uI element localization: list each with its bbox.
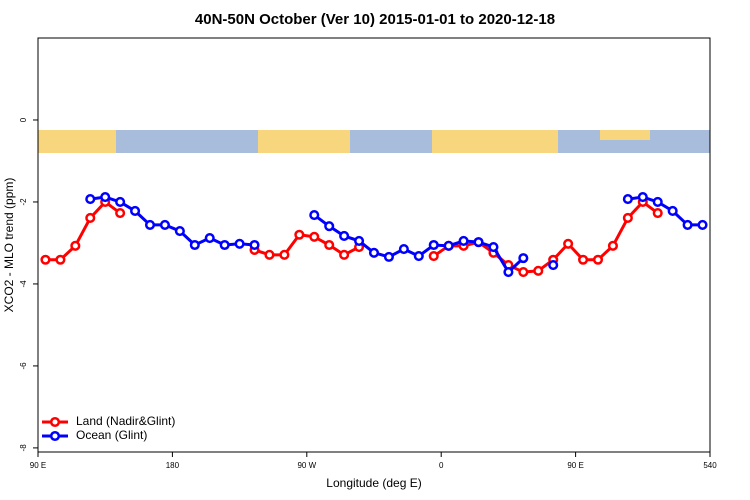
point [234, 238, 245, 249]
point [130, 205, 141, 217]
point [458, 235, 469, 246]
y-tick-label: 0 [19, 117, 28, 122]
x-tick-label: 0 [439, 461, 444, 470]
point [204, 232, 215, 244]
point [443, 240, 454, 251]
point [294, 229, 305, 240]
point [518, 267, 529, 278]
series-line [432, 199, 659, 274]
x-tick-label: 180 [166, 461, 180, 470]
point [697, 219, 708, 230]
point [622, 194, 633, 205]
y-axis-label: XCO2 - MLO trend (ppm) [2, 178, 16, 313]
point [548, 260, 559, 271]
point [249, 239, 260, 251]
point [100, 191, 111, 203]
point [428, 239, 439, 251]
point [383, 251, 394, 262]
x-axis-label: Longitude (deg E) [326, 476, 421, 490]
legend-label: Land (Nadir&Glint) [76, 414, 175, 428]
point [309, 210, 320, 221]
point [85, 194, 96, 205]
point [652, 196, 663, 208]
point [144, 219, 156, 230]
point [309, 231, 320, 242]
x-tick-label: 540 [703, 461, 717, 470]
point [324, 221, 335, 232]
point [637, 191, 648, 203]
point [518, 253, 529, 264]
point [70, 240, 81, 251]
point [682, 219, 693, 230]
plot-frame [37, 37, 711, 453]
point [339, 249, 350, 260]
point [279, 249, 290, 260]
x-tick-label: 90 E [30, 461, 46, 470]
point [324, 239, 335, 251]
point [533, 265, 544, 276]
point [40, 254, 51, 265]
y-tick-label: -6 [19, 362, 28, 370]
point [115, 196, 126, 208]
point [563, 238, 574, 249]
point [174, 226, 185, 237]
point [488, 241, 499, 253]
series-line [90, 195, 255, 247]
point [264, 249, 275, 260]
y-tick-label: -2 [19, 198, 28, 206]
point [607, 240, 618, 251]
legend-marker [49, 416, 61, 428]
point [354, 235, 365, 246]
chart-title: 40N-50N October (Ver 10) 2015-01-01 to 2… [195, 11, 555, 28]
series-line [45, 199, 122, 262]
x-tick-label: 90 W [297, 461, 316, 470]
y-tick-label: -4 [19, 280, 28, 288]
map-strip [38, 130, 710, 153]
y-tick-label: -8 [19, 444, 28, 452]
x-tick-label: 90 E [567, 461, 583, 470]
point [473, 237, 484, 248]
point [85, 212, 96, 223]
point [503, 267, 514, 278]
point [368, 247, 380, 258]
point [219, 239, 230, 251]
point [622, 212, 633, 223]
point [339, 230, 350, 242]
point [159, 219, 170, 230]
point [413, 251, 424, 262]
point [398, 244, 409, 255]
point [428, 251, 439, 262]
legend-label: Ocean (Glint) [76, 428, 147, 442]
point [667, 205, 678, 217]
point [578, 254, 589, 265]
legend-marker [49, 430, 61, 442]
point [115, 207, 126, 219]
point [592, 254, 604, 265]
point [55, 254, 66, 265]
point [189, 239, 200, 251]
point [652, 207, 663, 219]
